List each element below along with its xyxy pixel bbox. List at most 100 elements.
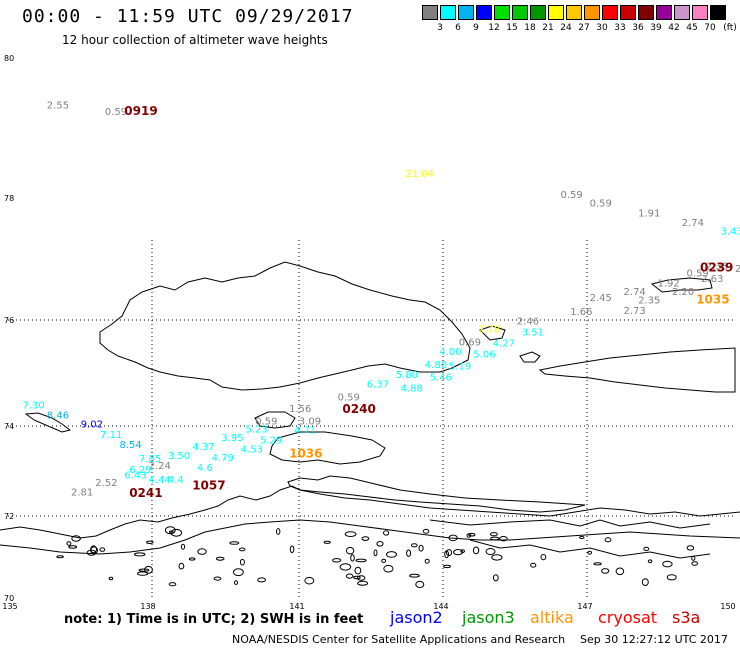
legend-label: 27 xyxy=(578,23,590,33)
wave-height-value: 3.09 xyxy=(299,416,321,427)
lake-shape xyxy=(643,546,650,552)
wave-height-value: 5.29 xyxy=(260,435,282,446)
small-island-3 xyxy=(519,351,541,363)
coastline xyxy=(0,261,740,589)
legend-label: 39 xyxy=(650,23,662,33)
wave-height-value: 9.02 xyxy=(81,420,103,431)
lake-shape xyxy=(164,526,176,535)
wave-height-value: 7.85 xyxy=(139,454,161,465)
legend-label: 70 xyxy=(704,23,716,33)
lake-shape xyxy=(289,545,295,554)
legend-unit: (ft) xyxy=(723,23,737,33)
legend-swatch xyxy=(674,5,690,20)
lake-shape xyxy=(466,533,472,538)
bennett-island xyxy=(650,277,713,293)
wave-height-value: 0.59 xyxy=(590,199,612,210)
lon-tick-label: 138 xyxy=(140,602,155,611)
delta-channels xyxy=(429,519,711,559)
wave-height-value: 5.46 xyxy=(430,373,452,384)
lake-shape xyxy=(422,528,430,534)
wave-height-value: 1.92 xyxy=(658,279,680,290)
lake-shape xyxy=(90,545,97,554)
legend-label: 21 xyxy=(542,23,554,33)
lake-shape xyxy=(357,580,369,586)
lake-shape xyxy=(691,555,696,561)
lon-tick-label: 150 xyxy=(720,602,735,611)
lake-shape xyxy=(448,534,458,542)
lake-shape xyxy=(604,537,612,543)
lake-shape xyxy=(491,554,503,561)
lake-shape xyxy=(418,544,424,552)
wave-height-value: 7.11 xyxy=(100,430,122,441)
wave-height-value: 2.21 xyxy=(735,264,740,275)
legend-label: 45 xyxy=(686,23,698,33)
wave-height-value: 2.24 xyxy=(149,461,171,472)
legend-label: 42 xyxy=(668,23,680,33)
legend-swatch xyxy=(692,5,708,20)
wave-height-value: 6.37 xyxy=(367,380,389,391)
lake-shape xyxy=(492,574,499,582)
legend-swatch xyxy=(530,5,546,20)
lake-shape xyxy=(188,557,196,561)
wave-height-value: 2.33 xyxy=(706,261,728,272)
pass-time-label: 0239 xyxy=(700,261,733,275)
lake-shape xyxy=(238,547,246,552)
lake-shape xyxy=(356,575,366,581)
legend-swatch xyxy=(602,5,618,20)
lake-shape xyxy=(239,558,245,566)
wave-height-value: 4.79 xyxy=(212,453,234,464)
wave-height-value: 4.80 xyxy=(425,360,447,371)
wave-height-value: 4.00 xyxy=(439,347,461,358)
lake-shape xyxy=(350,554,355,562)
wave-height-value: 3.50 xyxy=(168,451,190,462)
wave-height-value: 4.44 xyxy=(149,475,171,486)
lake-shape xyxy=(406,549,412,557)
lake-shape xyxy=(472,546,480,555)
legend-label: 30 xyxy=(596,23,608,33)
wave-height-value: 4.37 xyxy=(192,442,214,453)
lake-shape xyxy=(332,558,342,563)
lat-tick-label: 78 xyxy=(4,194,14,203)
lake-shape xyxy=(144,565,153,574)
wave-height-value: 8.46 xyxy=(47,410,69,421)
wave-height-value: 0.59 xyxy=(338,393,360,404)
legend-swatch xyxy=(548,5,564,20)
wave-height-value: 1.56 xyxy=(289,404,311,415)
legend-label: 12 xyxy=(488,23,500,33)
legend-swatch xyxy=(476,5,492,20)
generated-timestamp: Sep 30 12:27:12 UTC 2017 xyxy=(580,633,728,646)
lat-tick-label: 76 xyxy=(4,316,14,325)
lake-shape xyxy=(178,562,185,570)
pass-time-label: 1035 xyxy=(696,293,729,307)
wave-height-value: 2.74 xyxy=(682,218,704,229)
wave-height-value: 2.73 xyxy=(624,306,646,317)
lon-tick-label: 144 xyxy=(433,602,448,611)
wave-height-value: 6.29 xyxy=(129,465,151,476)
wave-height-labels: 2.550.5921.040.590.591.912.743.430.82.06… xyxy=(23,100,740,498)
legend-swatch xyxy=(710,5,726,20)
wave-height-value: 21.04 xyxy=(405,169,434,180)
pass-time-label: 0919 xyxy=(124,104,157,118)
wave-height-value: 0.59 xyxy=(687,268,709,279)
lake-shape xyxy=(361,536,370,541)
lake-shape xyxy=(444,550,450,559)
lake-shape xyxy=(381,558,387,563)
lat-tick-label: 72 xyxy=(4,512,14,521)
wave-height-value: 5.80 xyxy=(396,370,418,381)
lake-shape xyxy=(386,551,397,558)
lake-shape xyxy=(460,549,466,553)
wave-height-value: 0.59 xyxy=(561,190,583,201)
lake-shape xyxy=(133,552,146,557)
wave-height-value: 2.52 xyxy=(95,478,117,489)
lake-shape xyxy=(233,568,244,577)
legend-swatch xyxy=(512,5,528,20)
lake-shape xyxy=(257,577,267,583)
wave-height-value: 2.55 xyxy=(47,100,69,111)
lake-shape xyxy=(86,549,97,556)
bunge-land xyxy=(287,475,586,513)
lat-tick-label: 74 xyxy=(4,422,14,431)
lake-shape xyxy=(691,561,699,566)
wave-height-value: 0.59 xyxy=(255,416,277,427)
lake-shape xyxy=(215,556,225,561)
